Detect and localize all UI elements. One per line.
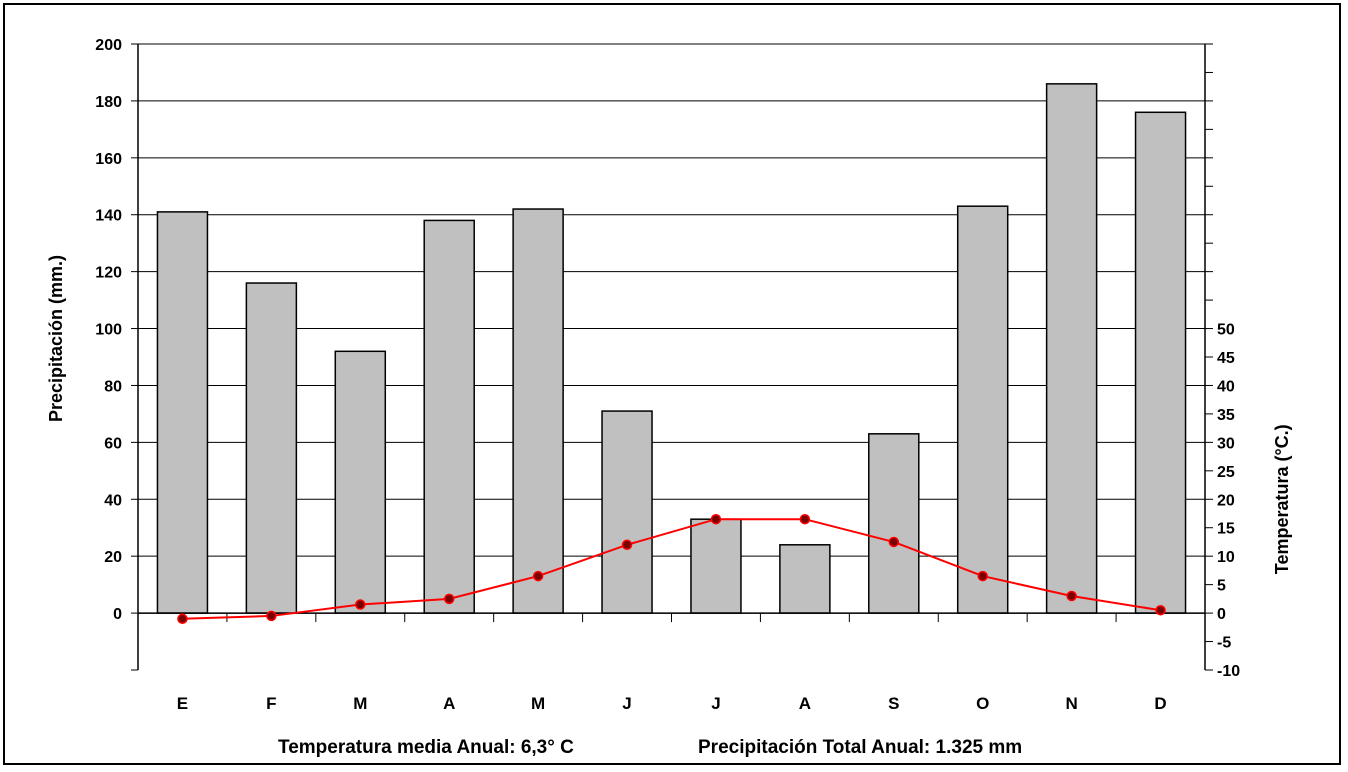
y-tick-label: 0 [113, 606, 122, 623]
temperature-point [355, 599, 366, 610]
temperature-polyline [182, 518, 1161, 620]
y2-tick-label: 30 [1217, 435, 1235, 452]
x-tick-label: S [888, 694, 899, 713]
y-tick-label: 160 [95, 151, 122, 168]
temperature-line [177, 513, 1166, 625]
annual-precipitation-text: Precipitación Total Anual: 1.325 mm [698, 737, 1022, 758]
y-tick-label: 100 [95, 322, 122, 339]
precipitation-bar [1134, 111, 1187, 614]
precipitation-bars [156, 83, 1187, 614]
y2-tick-label: 5 [1217, 578, 1226, 595]
precipitation-bar [512, 208, 564, 614]
x-tick-label: F [266, 694, 276, 713]
axes [131, 43, 1213, 671]
y2-tick-label: -10 [1217, 663, 1240, 680]
y2-tick-label: 50 [1217, 322, 1235, 339]
precipitation-bar [690, 518, 742, 614]
x-tick-label: M [531, 694, 545, 713]
x-tick-label: E [177, 694, 188, 713]
temperature-point [621, 539, 633, 551]
precipitation-bar [245, 282, 298, 614]
y2-axis-title: Temperatura (°C.) [1272, 424, 1292, 574]
temperature-point [532, 570, 544, 582]
y-tick-label: 140 [95, 208, 122, 225]
temperature-point [443, 593, 455, 605]
y2-tick-label: 20 [1217, 492, 1235, 509]
temperature-point [266, 610, 277, 622]
grid-lines [138, 43, 1205, 614]
temperature-point [977, 570, 988, 582]
y2-tick-label: 0 [1217, 606, 1226, 623]
x-tick-label: J [622, 694, 631, 713]
x-tick-label: M [353, 694, 367, 713]
temperature-point [799, 513, 811, 525]
y-tick-label: 180 [95, 94, 122, 111]
y-tick-label: 40 [104, 492, 122, 509]
y-tick-label: 60 [104, 435, 122, 452]
x-tick-label: A [443, 694, 455, 713]
y-axis-title: Precipitación (mm.) [46, 255, 66, 422]
x-tick-label: A [799, 694, 811, 713]
y2-tick-label: 45 [1217, 350, 1235, 367]
y2-tick-label: -5 [1217, 635, 1231, 652]
x-tick-label: N [1065, 694, 1077, 713]
precipitation-bar [1045, 83, 1098, 614]
x-tick-label: D [1154, 694, 1166, 713]
y-tick-label: 200 [95, 37, 122, 54]
y-tick-label: 20 [104, 549, 122, 566]
chart-frame: 0 20 40 60 80 100 120 140 160 180 200 -10 -5 0 5 10 15 20… [3, 3, 1341, 765]
precipitation-bar [868, 433, 920, 614]
temperature-point [177, 613, 188, 625]
x-tick-label: O [976, 694, 989, 713]
precipitation-bar [956, 205, 1009, 614]
y2-tick-label: 35 [1217, 407, 1235, 424]
annual-temperature-text: Temperatura media Anual: 6,3° C [278, 737, 574, 758]
temperature-point [1066, 590, 1077, 602]
y-tick-label: 80 [104, 378, 122, 395]
precipitation-bar [334, 350, 387, 614]
y-tick-label: 120 [95, 265, 122, 282]
climate-chart: 0 20 40 60 80 100 120 140 160 180 200 -10 -5 0 5 10 15 20… [46, 37, 1292, 758]
temperature-point [710, 513, 722, 525]
y2-tick-label: 25 [1217, 464, 1235, 481]
y2-tick-label: 15 [1217, 521, 1235, 538]
tick-labels: 0 20 40 60 80 100 120 140 160 180 200 -10 -5 0 5 10 15 20… [95, 37, 1240, 713]
precipitation-bar [423, 219, 475, 614]
y2-tick-label: 40 [1217, 378, 1235, 395]
temperature-point [1155, 604, 1166, 616]
x-tick-label: J [711, 694, 720, 713]
y2-tick-label: 10 [1217, 549, 1235, 566]
precipitation-bar [156, 211, 209, 614]
precipitation-bar [601, 410, 653, 614]
temperature-point [888, 536, 900, 548]
precipitation-bar [779, 544, 831, 614]
